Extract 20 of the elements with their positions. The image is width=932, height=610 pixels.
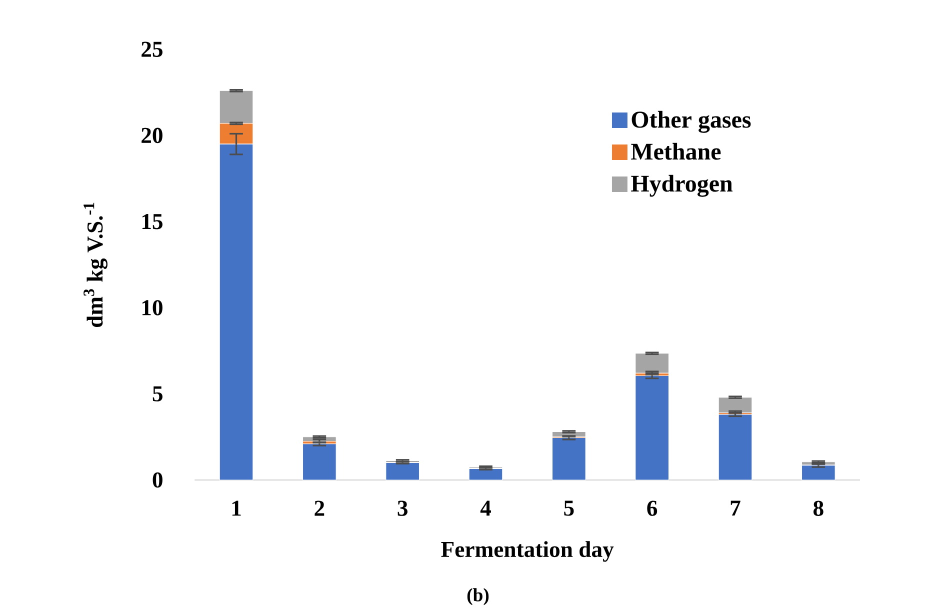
y-tick-label: 5 <box>152 386 162 402</box>
y-tick-label: 0 <box>152 472 162 488</box>
y-axis-title: dm$^{3}$ kg V.S.$^{-1}$ <box>84 202 108 328</box>
x-axis-title: Fermentation day <box>441 541 614 562</box>
y-tick-label: 10 <box>142 300 162 316</box>
x-tick-label: 2 <box>314 500 324 516</box>
x-tick-label: 6 <box>647 500 658 516</box>
x-tick-label: 1 <box>232 500 241 516</box>
x-tick-label: 5 <box>564 500 574 516</box>
text: (b) <box>467 588 489 606</box>
legend-label: Other gases <box>632 110 751 133</box>
y-tick-label: 25 <box>142 42 162 57</box>
legend-label: Methane <box>631 142 721 160</box>
x-tick-label: 4 <box>480 500 491 516</box>
x-tick-label: 7 <box>730 500 740 516</box>
x-tick-label: 8 <box>814 500 824 516</box>
legend-label: Hydrogen <box>631 174 733 197</box>
y-tick-label: 15 <box>142 214 162 230</box>
y-tick-label: 20 <box>142 128 162 144</box>
x-tick-label: 3 <box>398 500 408 516</box>
